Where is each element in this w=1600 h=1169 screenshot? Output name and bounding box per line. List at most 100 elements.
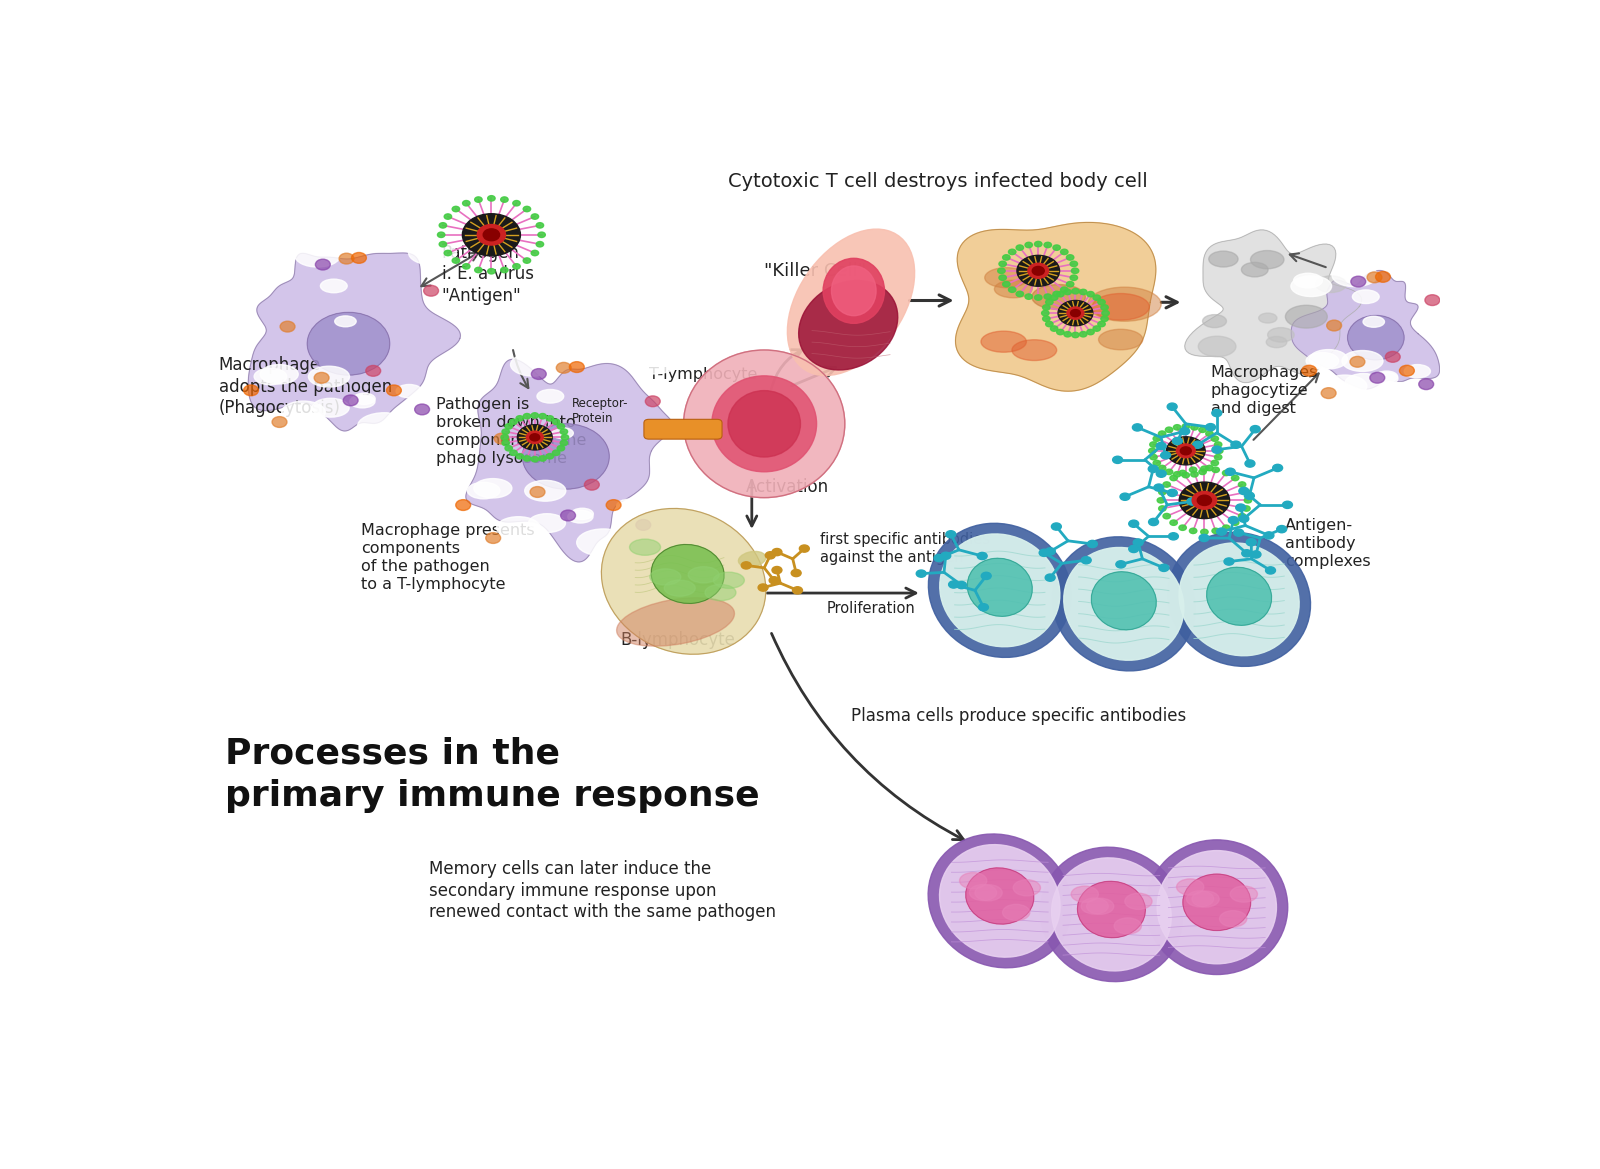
Circle shape bbox=[510, 450, 517, 456]
Text: Macrophage presents
components
of the pathogen
to a T-lymphocyte: Macrophage presents components of the pa… bbox=[362, 523, 534, 592]
Circle shape bbox=[1051, 295, 1058, 300]
Circle shape bbox=[462, 214, 520, 256]
Ellipse shape bbox=[528, 513, 565, 533]
Circle shape bbox=[1150, 442, 1157, 448]
Circle shape bbox=[517, 416, 523, 421]
Text: B-lymphocyte: B-lymphocyte bbox=[619, 631, 734, 649]
Ellipse shape bbox=[408, 241, 456, 265]
Circle shape bbox=[1154, 461, 1160, 465]
Ellipse shape bbox=[397, 385, 422, 397]
Ellipse shape bbox=[474, 478, 512, 498]
Ellipse shape bbox=[629, 539, 661, 555]
Circle shape bbox=[1214, 455, 1222, 459]
Ellipse shape bbox=[1352, 290, 1379, 304]
Ellipse shape bbox=[467, 483, 499, 499]
Circle shape bbox=[538, 233, 546, 237]
Circle shape bbox=[1102, 311, 1109, 316]
Circle shape bbox=[957, 581, 966, 589]
Circle shape bbox=[645, 396, 661, 407]
Ellipse shape bbox=[1082, 898, 1109, 914]
Circle shape bbox=[998, 275, 1006, 281]
Ellipse shape bbox=[1285, 305, 1328, 328]
Ellipse shape bbox=[1088, 288, 1162, 321]
Circle shape bbox=[1173, 471, 1181, 477]
Circle shape bbox=[438, 242, 446, 247]
Circle shape bbox=[1072, 268, 1078, 274]
Circle shape bbox=[1205, 423, 1216, 431]
Ellipse shape bbox=[832, 267, 877, 316]
Ellipse shape bbox=[1187, 891, 1214, 907]
Circle shape bbox=[1214, 442, 1222, 448]
Circle shape bbox=[557, 423, 565, 429]
Circle shape bbox=[438, 222, 446, 228]
Circle shape bbox=[1168, 490, 1178, 497]
Circle shape bbox=[1170, 520, 1178, 525]
Circle shape bbox=[1026, 293, 1032, 299]
Circle shape bbox=[560, 429, 568, 435]
Circle shape bbox=[1038, 549, 1050, 556]
Ellipse shape bbox=[1179, 542, 1299, 656]
Circle shape bbox=[1165, 427, 1173, 433]
Circle shape bbox=[998, 268, 1005, 274]
Text: Activation: Activation bbox=[746, 478, 829, 496]
Ellipse shape bbox=[282, 401, 325, 423]
Text: Cytotoxic T cell destroys infected body cell: Cytotoxic T cell destroys infected body … bbox=[728, 172, 1147, 191]
FancyBboxPatch shape bbox=[643, 420, 722, 440]
Circle shape bbox=[1229, 517, 1238, 524]
Circle shape bbox=[1158, 465, 1166, 471]
Circle shape bbox=[1157, 498, 1165, 503]
Circle shape bbox=[1098, 321, 1106, 327]
Circle shape bbox=[1133, 539, 1142, 546]
Ellipse shape bbox=[1309, 350, 1347, 369]
Ellipse shape bbox=[688, 567, 718, 583]
Circle shape bbox=[1264, 532, 1274, 539]
Ellipse shape bbox=[1251, 250, 1283, 269]
Circle shape bbox=[502, 441, 509, 445]
Circle shape bbox=[1150, 455, 1157, 459]
Circle shape bbox=[483, 229, 499, 241]
Circle shape bbox=[502, 429, 509, 435]
Circle shape bbox=[1366, 272, 1382, 283]
Ellipse shape bbox=[294, 244, 341, 267]
Circle shape bbox=[531, 214, 539, 220]
Ellipse shape bbox=[974, 885, 1002, 901]
Ellipse shape bbox=[1192, 891, 1219, 907]
Circle shape bbox=[1238, 516, 1248, 523]
Ellipse shape bbox=[235, 256, 264, 270]
Circle shape bbox=[1086, 291, 1094, 297]
Circle shape bbox=[488, 269, 494, 274]
Circle shape bbox=[1163, 482, 1171, 487]
Ellipse shape bbox=[1410, 261, 1458, 285]
Ellipse shape bbox=[1064, 547, 1184, 660]
Circle shape bbox=[1064, 332, 1072, 337]
Circle shape bbox=[1154, 484, 1163, 491]
Ellipse shape bbox=[995, 281, 1032, 298]
Ellipse shape bbox=[1091, 572, 1157, 630]
Ellipse shape bbox=[357, 413, 411, 440]
Circle shape bbox=[1061, 288, 1069, 292]
Circle shape bbox=[1035, 295, 1042, 300]
Circle shape bbox=[1026, 242, 1032, 248]
Circle shape bbox=[523, 414, 531, 419]
Circle shape bbox=[512, 201, 520, 206]
Ellipse shape bbox=[538, 389, 563, 403]
Circle shape bbox=[1016, 291, 1024, 297]
Ellipse shape bbox=[1267, 327, 1294, 343]
Ellipse shape bbox=[568, 510, 594, 523]
Ellipse shape bbox=[1176, 879, 1203, 895]
Circle shape bbox=[1149, 465, 1158, 472]
Circle shape bbox=[1370, 373, 1384, 383]
Circle shape bbox=[765, 552, 776, 559]
Ellipse shape bbox=[446, 371, 486, 392]
Circle shape bbox=[1070, 310, 1080, 317]
Circle shape bbox=[1211, 528, 1219, 533]
Ellipse shape bbox=[1198, 337, 1235, 357]
Circle shape bbox=[1070, 275, 1077, 281]
Circle shape bbox=[272, 416, 286, 428]
Circle shape bbox=[1003, 255, 1010, 261]
Circle shape bbox=[560, 510, 576, 521]
Circle shape bbox=[314, 373, 330, 383]
Circle shape bbox=[1224, 558, 1234, 565]
Polygon shape bbox=[1184, 230, 1362, 382]
Circle shape bbox=[477, 224, 506, 245]
